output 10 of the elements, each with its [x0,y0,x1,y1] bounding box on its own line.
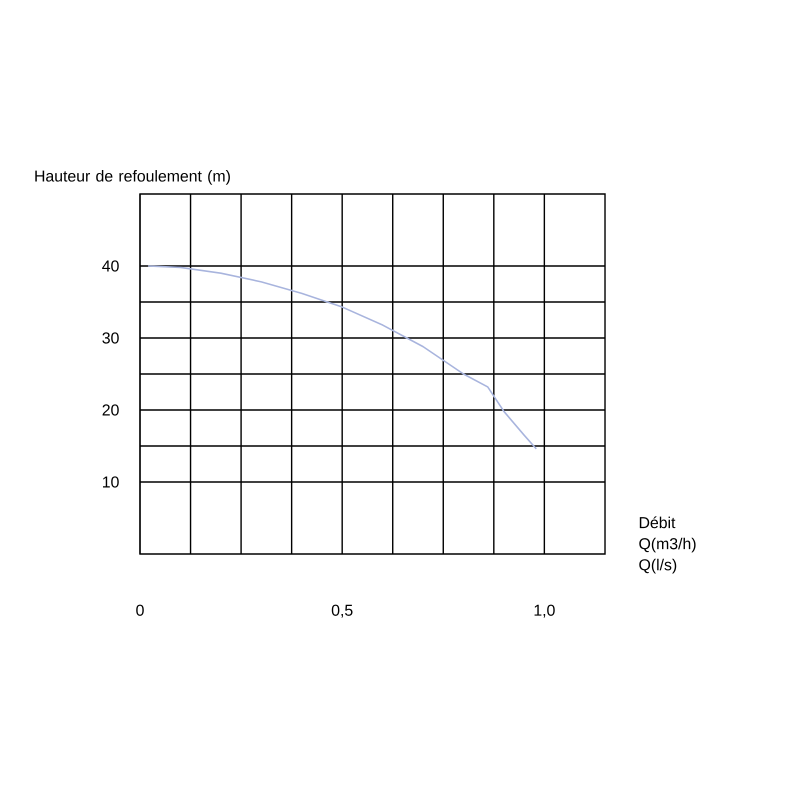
x-tick-label: 0 [136,604,144,616]
x-axis-title: Débit Q(m3/h) Q(l/s) [639,516,696,574]
y-tick-label: 20 [102,404,119,416]
x-tick-label: 1,0 [534,604,555,618]
line-series [147,265,538,450]
y-tick-label: 30 [102,332,119,344]
x-tick-label: 0,5 [332,604,353,618]
y-axis-title: Hauteur de refoulement (m) [35,170,230,185]
y-tick-label: 10 [103,476,119,488]
y-tick-label: 40 [102,260,119,272]
